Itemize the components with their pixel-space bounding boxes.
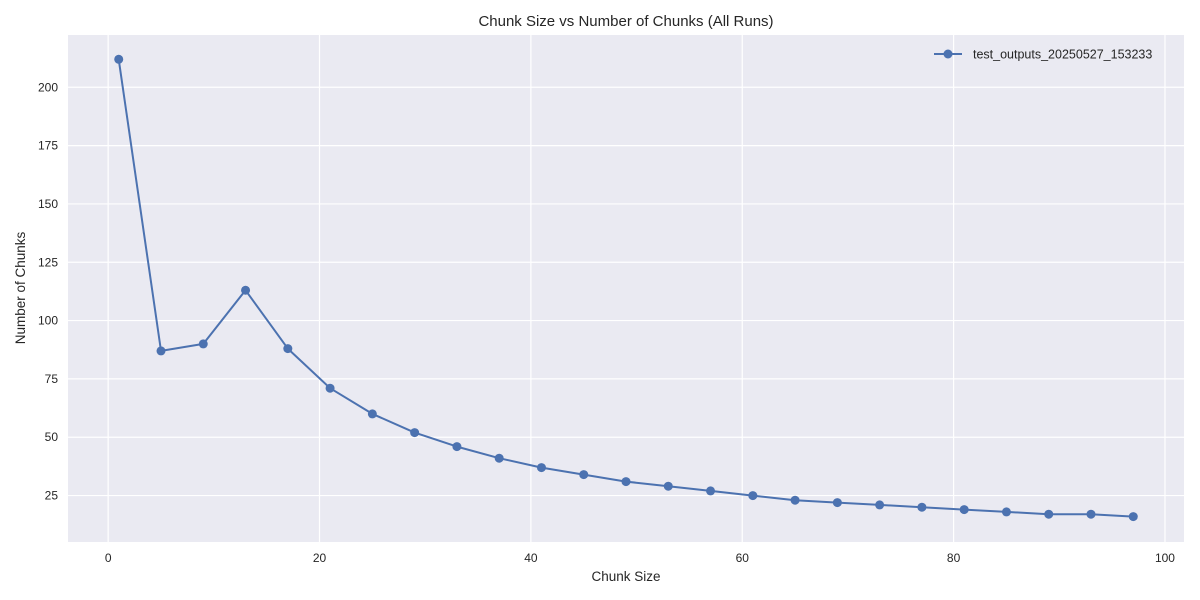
chart-title: Chunk Size vs Number of Chunks (All Runs…	[478, 13, 773, 30]
data-point	[156, 346, 166, 356]
x-tick-labels: 0 20 40 60 80 100	[105, 551, 1175, 565]
data-point	[959, 505, 969, 515]
x-tick-label: 80	[947, 551, 961, 565]
y-tick-labels: 25 50 75 100 125 150 175 200	[38, 80, 58, 502]
x-axis-label: Chunk Size	[591, 569, 660, 584]
data-point	[1086, 509, 1096, 519]
y-tick-label: 125	[38, 255, 58, 269]
data-point	[1001, 507, 1011, 517]
data-point	[917, 502, 927, 512]
y-tick-label: 50	[45, 430, 59, 444]
y-tick-label: 100	[38, 314, 58, 328]
x-tick-label: 40	[524, 551, 538, 565]
legend-marker	[943, 49, 953, 59]
data-point	[579, 470, 589, 480]
data-point	[494, 453, 504, 463]
data-point	[536, 463, 546, 473]
data-point	[832, 498, 842, 508]
data-point	[452, 442, 462, 452]
plot-area	[68, 35, 1184, 542]
y-axis-label: Number of Chunks	[13, 231, 28, 344]
data-point	[790, 495, 800, 505]
data-point	[748, 491, 758, 501]
x-tick-label: 60	[736, 551, 750, 565]
x-tick-label: 20	[313, 551, 327, 565]
data-point	[241, 285, 251, 295]
grid-lines	[68, 35, 1184, 542]
x-tick-label: 0	[105, 551, 112, 565]
data-point	[1128, 512, 1138, 522]
legend-label: test_outputs_20250527_153233	[973, 48, 1152, 62]
data-point	[114, 54, 124, 64]
data-point	[706, 486, 716, 496]
y-tick-label: 200	[38, 80, 58, 94]
y-tick-label: 150	[38, 197, 58, 211]
y-tick-label: 75	[45, 372, 59, 386]
data-point	[410, 428, 420, 438]
data-point	[325, 383, 335, 393]
data-point	[367, 409, 377, 419]
x-tick-label: 100	[1155, 551, 1175, 565]
data-point	[875, 500, 885, 510]
data-point	[663, 481, 673, 491]
legend: test_outputs_20250527_153233	[934, 48, 1152, 62]
data-point	[621, 477, 631, 487]
y-tick-label: 25	[45, 489, 59, 503]
y-tick-label: 175	[38, 139, 58, 153]
data-point	[283, 344, 293, 354]
data-point	[1044, 509, 1054, 519]
data-point	[198, 339, 208, 349]
series-layer	[114, 54, 1138, 522]
